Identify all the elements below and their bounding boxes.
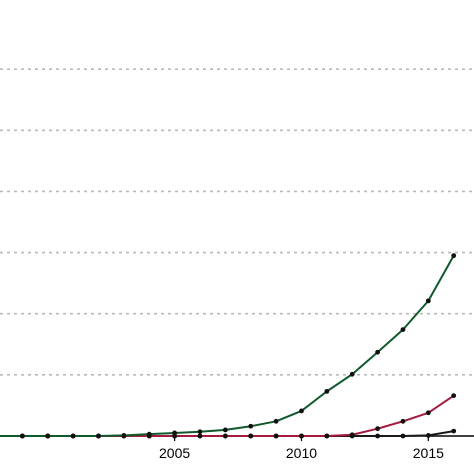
data-point [197, 429, 203, 435]
data-point [400, 433, 406, 439]
data-point [451, 393, 457, 399]
data-point [324, 433, 330, 439]
x-axis-tick-labels: 2005 2010 2015 [159, 445, 444, 461]
data-point [349, 432, 355, 438]
data-point [197, 433, 203, 439]
data-point [451, 428, 457, 434]
data-point [222, 427, 228, 433]
data-point [222, 433, 228, 439]
data-point [324, 388, 330, 394]
x-tick-label: 2010 [286, 445, 317, 461]
x-tick-label: 2015 [413, 445, 444, 461]
data-point [273, 418, 279, 424]
data-point [273, 433, 279, 439]
data-point [400, 327, 406, 333]
data-point [375, 433, 380, 439]
data-point [425, 432, 431, 438]
series-lines [0, 253, 457, 439]
gridlines [0, 68, 474, 376]
data-point [19, 433, 25, 439]
data-point [375, 349, 380, 355]
x-tick-label: 2005 [159, 445, 190, 461]
data-point [349, 371, 355, 377]
data-point [146, 431, 152, 437]
data-point [400, 418, 406, 424]
data-point [248, 423, 254, 429]
data-point [375, 426, 380, 432]
data-point [425, 298, 431, 304]
data-point [70, 433, 76, 439]
data-point [121, 432, 127, 438]
data-point [425, 410, 431, 416]
data-point [45, 433, 51, 439]
series-line [0, 255, 455, 437]
data-point [451, 253, 457, 259]
data-point [248, 433, 254, 439]
data-point [299, 408, 304, 414]
data-point [172, 430, 178, 436]
data-point [96, 433, 101, 439]
data-point [299, 433, 304, 439]
